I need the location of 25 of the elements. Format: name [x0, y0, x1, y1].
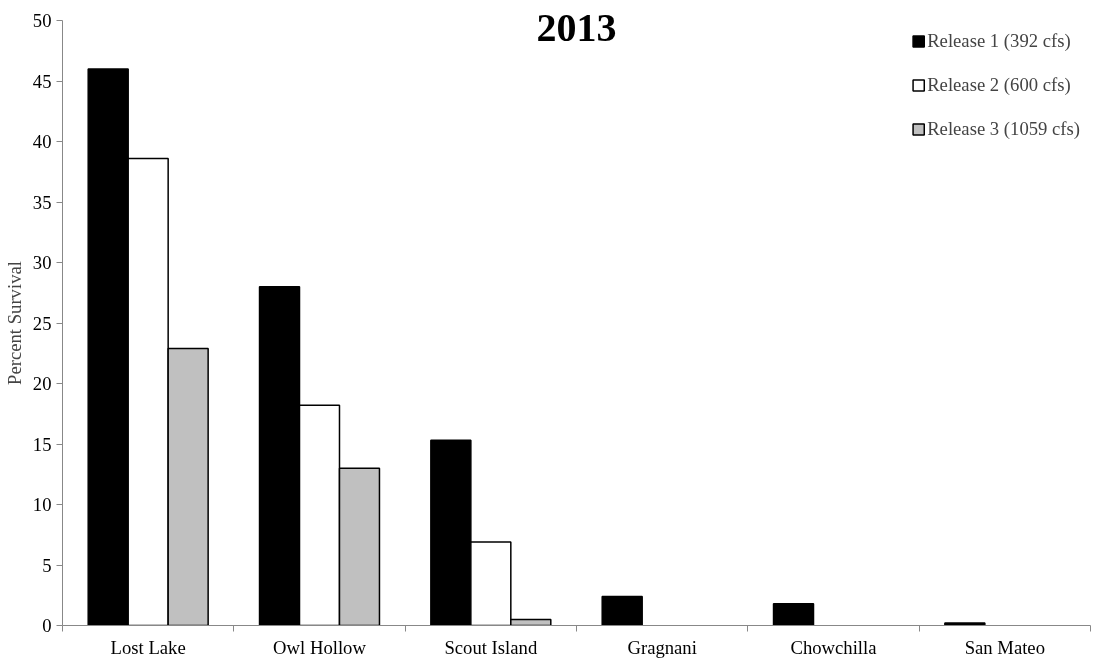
x-tick-label: Chowchilla	[790, 636, 878, 658]
legend-label: Release 3 (1059 cfs)	[927, 118, 1080, 140]
y-tick-label: 15	[32, 433, 52, 455]
x-tick-label: Scout Island	[444, 636, 538, 658]
x-tick-label: Lost Lake	[110, 636, 186, 658]
bar	[772, 602, 815, 626]
bar	[601, 595, 643, 626]
y-tick-label: 0	[42, 615, 52, 636]
y-tick-label: 35	[32, 191, 52, 213]
y-tick-label: 5	[42, 554, 52, 576]
y-tick-label: 20	[32, 373, 52, 394]
x-tick-label: San Mateo	[964, 636, 1045, 658]
y-tick-label: 50	[32, 10, 52, 31]
y-tick-label: 10	[32, 494, 52, 515]
y-tick-label: 25	[32, 312, 52, 334]
x-tick-label: Gragnani	[627, 636, 697, 658]
legend-label: Release 2 (600 cfs)	[927, 74, 1071, 96]
legend-label: Release 1 (392 cfs)	[927, 30, 1071, 52]
y-tick-label: 30	[32, 252, 52, 273]
bar	[944, 622, 986, 626]
chart-title: 2013	[536, 4, 617, 50]
y-tick-label: 40	[32, 131, 52, 152]
x-tick-label: Owl Hollow	[273, 636, 367, 658]
y-tick-label: 45	[32, 70, 52, 92]
y-axis-title: Percent Survival	[3, 261, 25, 385]
